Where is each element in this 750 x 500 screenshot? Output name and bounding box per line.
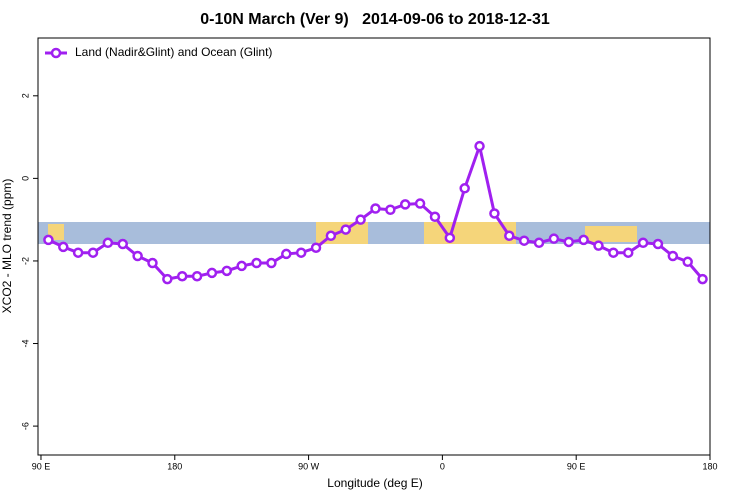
y-tick-label: 0 bbox=[20, 176, 30, 181]
point bbox=[147, 257, 158, 269]
point bbox=[518, 235, 530, 246]
point bbox=[548, 233, 560, 244]
point bbox=[667, 250, 679, 262]
x-tick-label: 180 bbox=[702, 461, 717, 471]
point bbox=[281, 248, 292, 260]
y-axis-label: XCO2 - MLO trend (ppm) bbox=[0, 179, 14, 314]
point bbox=[72, 247, 84, 258]
point bbox=[563, 236, 575, 248]
point bbox=[622, 247, 634, 258]
x-tick-label: 90 W bbox=[298, 461, 320, 471]
y-tick-label: -2 bbox=[20, 257, 30, 265]
point bbox=[310, 242, 322, 253]
point bbox=[608, 247, 619, 258]
point bbox=[414, 198, 426, 209]
point bbox=[578, 234, 589, 246]
point bbox=[325, 230, 337, 242]
legend-label: Land (Nadir&Glint) and Ocean (Glint) bbox=[75, 45, 272, 59]
x-tick-label: 180 bbox=[167, 461, 182, 471]
point bbox=[132, 250, 143, 262]
x-tick-label: 90 E bbox=[567, 461, 586, 471]
point bbox=[176, 270, 188, 282]
chart-title: 0-10N March (Ver 9) 2014-09-06 to 2018-1… bbox=[200, 11, 550, 28]
y-tick-label: 2 bbox=[20, 93, 30, 98]
point bbox=[191, 270, 203, 282]
point bbox=[58, 241, 69, 253]
x-tick-label: 0 bbox=[440, 461, 445, 471]
point bbox=[340, 224, 352, 235]
point bbox=[697, 273, 708, 285]
point bbox=[533, 237, 545, 249]
y-tick-label: -6 bbox=[20, 422, 30, 430]
point bbox=[221, 265, 233, 277]
y-tick-label: -4 bbox=[20, 340, 30, 348]
point bbox=[102, 237, 114, 249]
point bbox=[236, 260, 247, 272]
point bbox=[117, 238, 128, 250]
point bbox=[652, 238, 664, 250]
x-axis-label: Longitude (deg E) bbox=[327, 476, 422, 490]
point bbox=[266, 257, 277, 269]
point bbox=[637, 237, 649, 249]
point bbox=[295, 247, 307, 258]
plot-frame bbox=[37, 37, 711, 456]
legend-marker bbox=[50, 47, 62, 59]
point bbox=[399, 199, 411, 210]
point bbox=[355, 214, 366, 225]
point bbox=[162, 273, 173, 285]
point bbox=[385, 204, 396, 216]
point bbox=[682, 256, 693, 268]
point bbox=[429, 211, 441, 223]
point bbox=[87, 247, 99, 258]
x-tick-label: 90 E bbox=[32, 461, 51, 471]
point bbox=[43, 234, 54, 246]
point bbox=[206, 267, 218, 279]
point bbox=[444, 232, 456, 244]
point bbox=[459, 183, 470, 194]
point bbox=[251, 257, 262, 269]
point bbox=[504, 230, 515, 242]
point bbox=[370, 203, 381, 214]
point bbox=[593, 240, 604, 251]
point bbox=[489, 208, 500, 219]
point bbox=[474, 140, 485, 152]
map-strip bbox=[38, 222, 710, 244]
